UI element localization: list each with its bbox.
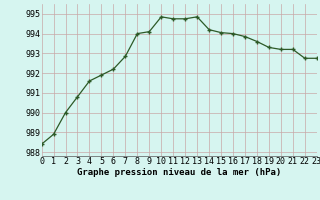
X-axis label: Graphe pression niveau de la mer (hPa): Graphe pression niveau de la mer (hPa) (77, 168, 281, 177)
